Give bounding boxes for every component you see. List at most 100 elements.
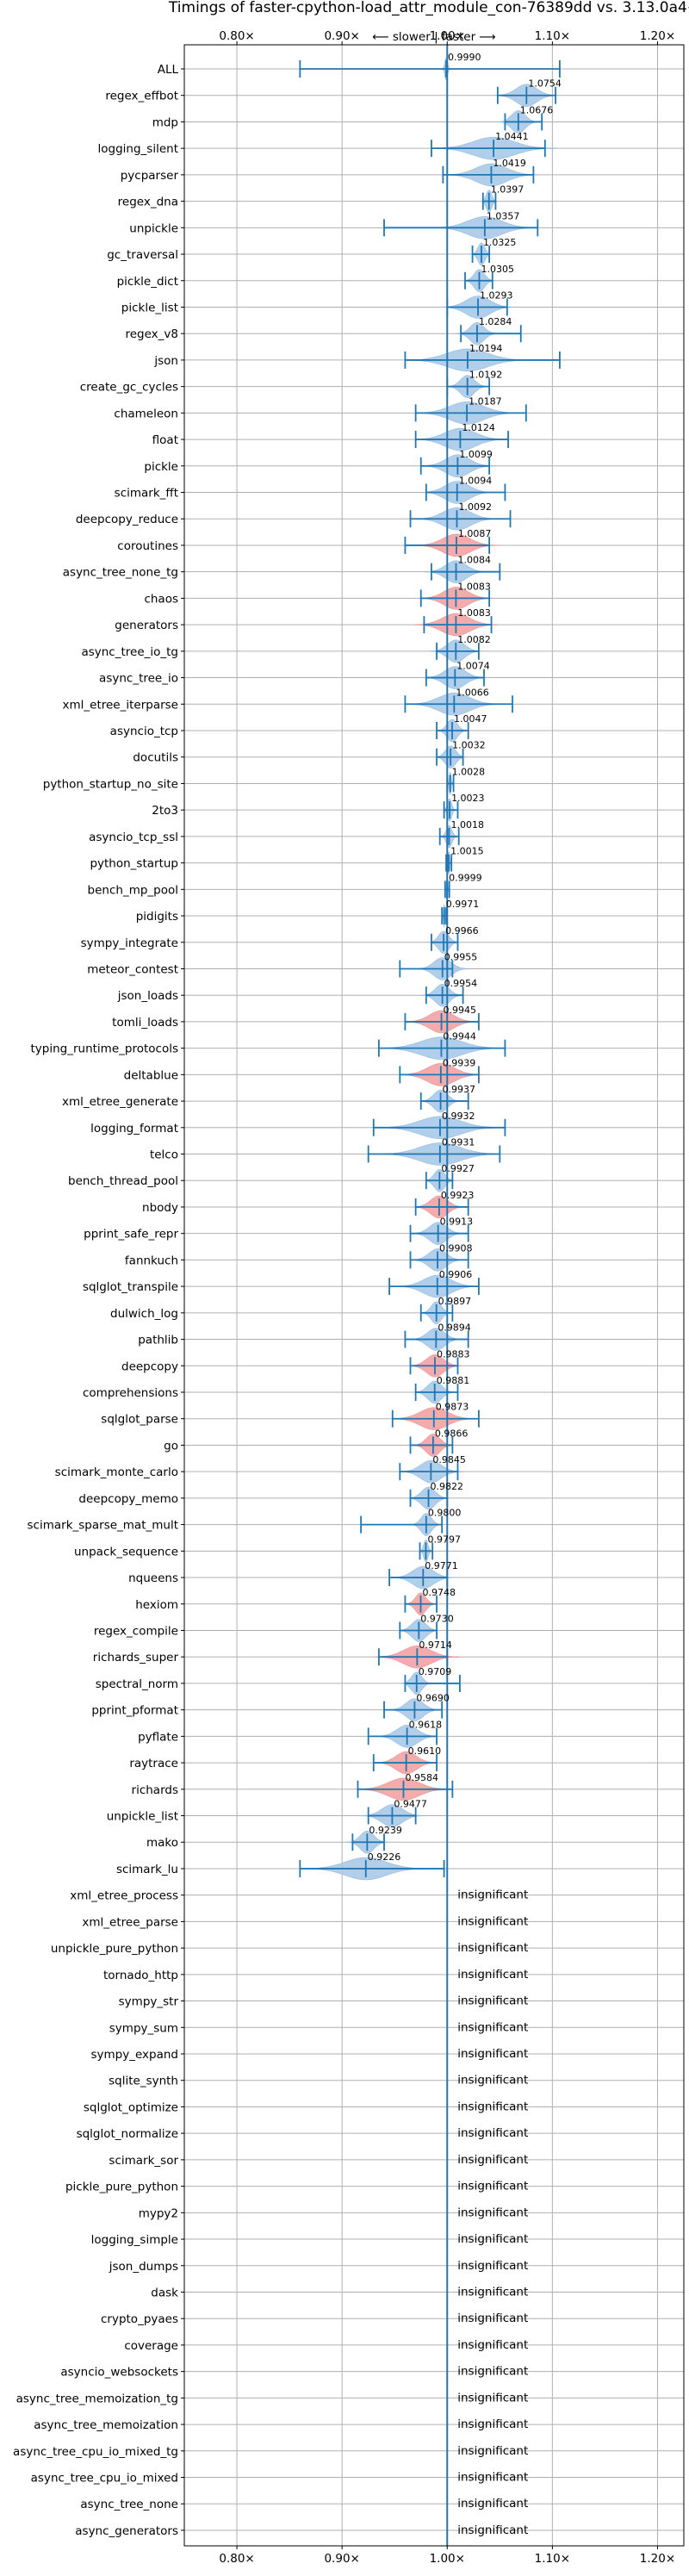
benchmark-name-label: chameleon	[114, 407, 178, 420]
x-tick-label-top: 1.00×	[430, 29, 465, 43]
value-label: 0.9709	[419, 1666, 452, 1677]
benchmark-name-label: pprint_pformat	[91, 1704, 178, 1718]
value-label: 1.0083	[457, 607, 491, 619]
value-label: 1.0293	[480, 289, 513, 301]
benchmark-name-label: sympy_integrate	[81, 936, 178, 950]
x-tick-label-bottom: 1.20×	[640, 2552, 675, 2566]
value-label: 0.9800	[428, 1508, 462, 1519]
benchmark-name-label: deepcopy	[121, 1360, 178, 1373]
insignificant-label: insignificant	[457, 2206, 528, 2219]
benchmark-name-label: richards_super	[93, 1651, 179, 1664]
benchmark-name-label: json_loads	[117, 989, 178, 1003]
plot-frame	[183, 44, 685, 2547]
insignificant-label: insignificant	[457, 2047, 528, 2061]
benchmark-name-label: logging_simple	[91, 2233, 178, 2247]
value-label: 0.9771	[425, 1560, 457, 1571]
benchmark-name-label: spectral_norm	[96, 1677, 178, 1691]
benchmark-name-label: scimark_monte_carlo	[55, 1465, 178, 1479]
benchmark-name-label: sqlglot_transpile	[83, 1280, 178, 1294]
benchmark-name-label: nqueens	[128, 1571, 178, 1585]
insignificant-label: insignificant	[457, 2497, 528, 2511]
value-label: 0.9944	[443, 1031, 476, 1042]
value-label: 1.0187	[469, 395, 502, 407]
benchmark-name-label: coverage	[124, 2339, 178, 2353]
benchmark-name-label: async_tree_none_tg	[63, 566, 178, 580]
value-label: 0.9618	[409, 1719, 443, 1730]
benchmark-name-label: xml_etree_iterparse	[63, 698, 179, 712]
value-label: 1.0087	[458, 528, 492, 539]
benchmark-name-label: pprint_safe_repr	[84, 1228, 178, 1241]
value-label: 1.0124	[462, 422, 495, 433]
insignificant-label: insignificant	[457, 2232, 528, 2246]
x-tick-label-top: 1.20×	[640, 29, 675, 43]
insignificant-label: insignificant	[457, 2391, 528, 2405]
value-label: 1.0305	[481, 264, 515, 275]
value-label: 0.9477	[394, 1799, 427, 1810]
benchmark-name-label: pickle_list	[121, 301, 178, 314]
violin-layer	[299, 57, 561, 1881]
value-label: 0.9954	[444, 978, 478, 989]
value-label: 0.9913	[440, 1216, 474, 1228]
value-label: 0.9610	[408, 1745, 441, 1757]
benchmark-name-label: 2to3	[152, 804, 178, 818]
value-label: 0.9966	[445, 925, 479, 936]
value-label: 0.9971	[446, 899, 480, 910]
value-label: 0.9690	[416, 1693, 450, 1704]
benchmark-name-label: logging_silent	[98, 142, 178, 156]
value-label: 1.0032	[452, 740, 486, 751]
benchmark-name-label: json_dumps	[109, 2260, 178, 2274]
value-label: 1.0018	[450, 819, 484, 831]
insignificant-label: insignificant	[457, 2100, 528, 2113]
label-layer: 0.9990 1.0754 1.0676 1.0441 1.0419 1.0397 1.03…	[368, 52, 562, 2537]
benchmark-name-label: sqlglot_normalize	[77, 2127, 178, 2141]
benchmark-name-label: meteor_contest	[87, 962, 178, 976]
benchmark-name-label: sympy_sum	[109, 2021, 178, 2035]
benchmark-name-label: async_tree_io	[99, 672, 178, 686]
benchmark-name-label: pickle	[144, 460, 178, 474]
value-label: 1.0419	[493, 158, 526, 169]
value-label: 1.0092	[458, 501, 492, 513]
value-label: 1.0099	[459, 449, 493, 460]
insignificant-label: insignificant	[457, 1968, 528, 1982]
benchmark-name-label: sympy_str	[119, 1995, 179, 2009]
benchmark-name-label: xml_etree_generate	[62, 1095, 178, 1109]
benchmark-name-label: asyncio_tcp	[110, 725, 178, 738]
insignificant-label: insignificant	[457, 2126, 528, 2140]
benchmark-name-label: async_tree_cpu_io_mixed	[31, 2472, 178, 2486]
x-tick-label-bottom: 0.90×	[324, 2552, 359, 2566]
value-label: 0.9923	[441, 1190, 475, 1201]
value-label: 1.0325	[483, 237, 517, 248]
benchmark-name-label: pathlib	[138, 1334, 178, 1347]
value-label: 1.0074	[456, 661, 490, 672]
benchmark-name-label: scimark_sparse_mat_mult	[28, 1519, 178, 1533]
value-label: 0.9845	[432, 1454, 466, 1465]
value-label: 1.0192	[469, 370, 503, 381]
benchmark-name-label: ALL	[158, 63, 179, 77]
value-label: 1.0015	[450, 846, 484, 857]
benchmark-name-label: float	[152, 433, 178, 447]
value-label: 0.9226	[368, 1851, 401, 1863]
value-label: 0.9897	[438, 1296, 471, 1307]
value-label: 1.0441	[495, 131, 529, 142]
benchmark-name-label: async_tree_cpu_io_mixed_tg	[13, 2445, 178, 2459]
benchmark-name-label: pyflate	[138, 1730, 178, 1744]
benchmark-name-label: create_gc_cycles	[80, 381, 178, 395]
benchmark-name-label: mako	[146, 1836, 178, 1850]
value-label: 1.0094	[459, 476, 493, 487]
insignificant-label: insignificant	[457, 1888, 528, 1902]
value-label: 1.0284	[479, 316, 512, 327]
benchmark-name-label: async_tree_none	[80, 2498, 178, 2511]
value-label: 0.9945	[444, 1005, 477, 1016]
value-label: 0.9822	[431, 1481, 464, 1492]
insignificant-label: insignificant	[457, 2417, 528, 2431]
value-label: 0.9881	[437, 1375, 470, 1386]
x-tick-label-bottom: 1.00×	[430, 2552, 465, 2566]
benchmark-name-label: nbody	[142, 1201, 178, 1215]
value-label: 0.9584	[405, 1772, 438, 1783]
insignificant-label: insignificant	[457, 2180, 528, 2193]
benchmark-name-label: mdp	[152, 115, 178, 129]
benchmark-name-label: bench_thread_pool	[68, 1174, 178, 1188]
benchmark-name-label: hexiom	[135, 1598, 178, 1612]
insignificant-label: insignificant	[457, 2259, 528, 2273]
